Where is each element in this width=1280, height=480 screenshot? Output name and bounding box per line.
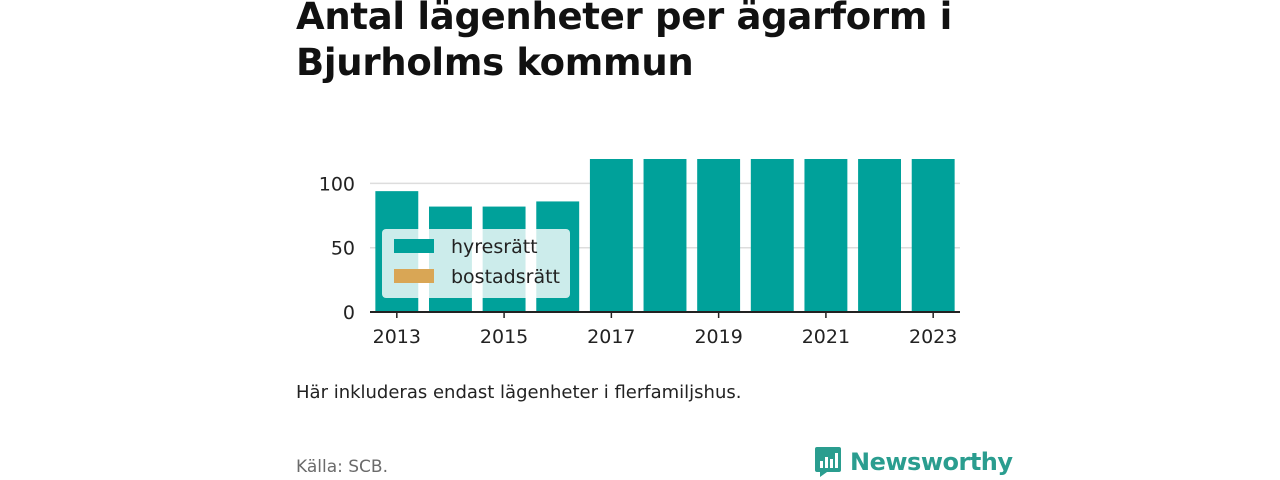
legend-swatch-hyresratt [394,239,434,253]
bar-2018-hyresratt [643,159,687,312]
x-tick-label: 2015 [480,326,528,348]
bar-2020-hyresratt [750,159,794,312]
bar-2022-hyresratt [858,159,901,312]
x-tick-label: 2019 [694,326,742,348]
x-axis: 2013 2015 2017 2019 2021 2023 [370,311,960,348]
newsworthy-logo[interactable]: Newsworthy [814,446,1013,478]
legend-label-hyresratt: hyresrätt [451,236,538,258]
legend-swatch-bostadsratt [394,269,434,283]
legend-label-bostadsratt: bostadsrätt [451,266,560,288]
y-tick-label: 50 [331,238,355,260]
bar-2019-hyresratt [697,159,741,312]
x-tick-label: 2017 [587,326,635,348]
y-tick-label: 100 [319,173,355,195]
x-tick-label: 2023 [909,326,957,348]
brand-name: Newsworthy [850,448,1013,476]
y-axis: 0 50 100 [319,173,355,324]
newsworthy-icon [815,447,841,477]
chart-note: Här inkluderas endast lägenheter i flerf… [296,382,742,403]
bar-2021-hyresratt [804,159,848,312]
chart-title: Antal lägenheter per ägarform i Bjurholm… [296,0,953,84]
x-tick-label: 2021 [802,326,850,348]
source-text: Källa: SCB. [296,457,388,477]
bar-chart: 0 50 100 2013 2015 2017 2019 2021 2023 hyresrät… [319,159,960,348]
bar-2023-hyresratt [911,159,955,312]
x-tick-label: 2013 [373,326,421,348]
bar-2017-hyresratt [589,159,633,312]
y-tick-label: 0 [343,302,355,324]
legend: hyresrätt bostadsrätt [382,229,570,298]
